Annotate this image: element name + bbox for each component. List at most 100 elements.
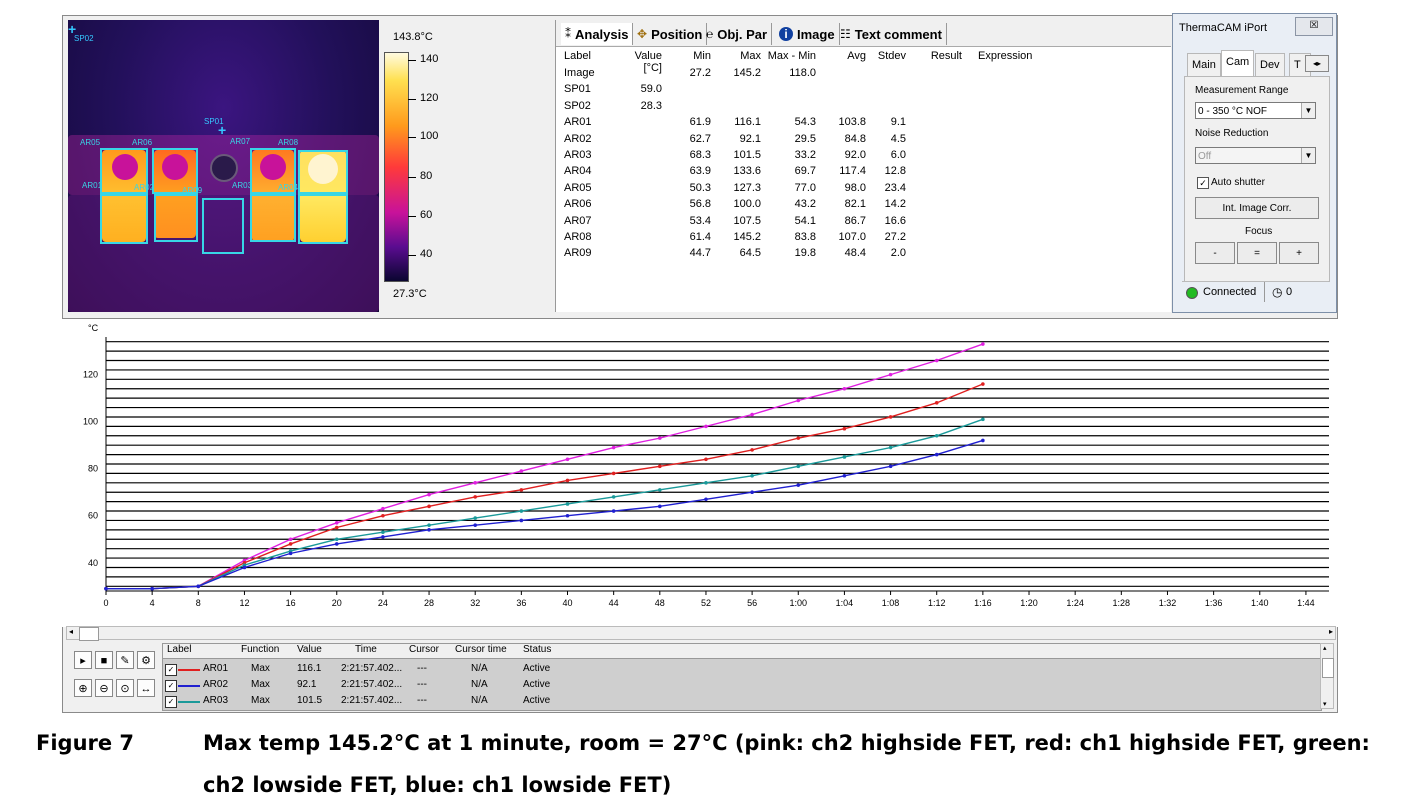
table-row[interactable]: ✓ AR02 Max 92.1 2:21:57.402... --- N/A Active [163,679,1321,695]
settings-icon[interactable]: ⚙ [137,651,155,669]
x-tick-label: 1:04 [836,598,854,608]
column-header[interactable]: Label [564,50,591,62]
column-header[interactable]: Time [355,644,377,655]
status-bar: Connected ◷ 0 [1182,281,1328,304]
column-header[interactable]: Cursor time [455,644,507,655]
column-header[interactable]: Value [297,644,322,655]
play-icon[interactable]: ▸ [74,651,92,669]
table-cell: 86.7 [844,214,866,227]
scale-tick-label: 40 [420,248,433,260]
tab-cam[interactable]: Cam [1221,50,1255,76]
scale-tick-label: 140 [420,53,439,65]
table-row[interactable]: AR03 68.3 101.5 33.2 92.0 6.0 [556,149,1171,165]
ar-box[interactable] [154,194,198,242]
column-header[interactable]: Value [°C] [634,50,662,74]
table-cell: AR05 [564,181,592,194]
focus-auto-button[interactable]: = [1237,242,1277,264]
color-scale-bar [384,52,409,282]
tab-analysis[interactable]: ⁑ Analysis [561,23,634,45]
tab-dev[interactable]: Dev [1255,53,1285,76]
horizontal-scrollbar[interactable]: ◂ ▸ [66,626,1336,641]
column-header[interactable]: Cursor [409,644,440,655]
ar-box[interactable] [298,194,348,244]
scroll-down-icon[interactable]: ▾ [1323,701,1327,708]
table-cell: Active [523,663,551,674]
table-cell: 48.4 [844,247,866,260]
tab-obj-par[interactable]: ℮ Obj. Par [702,23,773,45]
ar-box[interactable] [202,198,244,254]
table-cell: 107.5 [733,214,761,227]
table-row[interactable]: AR02 62.7 92.1 29.5 84.8 4.5 [556,133,1171,149]
close-button[interactable]: ☒ [1295,17,1333,36]
table-row[interactable]: AR01 61.9 116.1 54.3 103.8 9.1 [556,116,1171,132]
column-header[interactable]: Expression [978,50,1033,62]
table-row[interactable]: SP01 59.0 [556,83,1171,99]
table-row[interactable]: AR07 53.4 107.5 54.1 86.7 16.6 [556,215,1171,231]
measurement-range-select[interactable]: 0 - 350 °C NOF ▼ [1195,102,1316,119]
table-row[interactable]: Image 27.2 145.2 118.0 [556,67,1171,83]
zoom-in-icon[interactable]: ⊕ [74,679,92,697]
table-row[interactable]: AR05 50.3 127.3 77.0 98.0 23.4 [556,182,1171,198]
column-header[interactable]: Label [167,644,192,655]
scroll-thumb[interactable] [1322,658,1334,678]
temperature-chart[interactable]: °C 40 60 80 100 120 0 4 8 12 16 20 24 28 32 36 40 44 48 52 5… [62,318,1338,627]
thermal-image[interactable]: + SP02 + SP01 AR05 AR06 AR07 AR08 AR01 A… [68,20,379,312]
area-label: AR09 [182,186,203,195]
focus-minus-button[interactable]: - [1195,242,1235,264]
tab-main[interactable]: Main [1187,53,1221,76]
scroll-up-icon[interactable]: ▴ [1323,645,1327,652]
ar-box[interactable] [250,148,296,194]
table-row[interactable]: AR09 44.7 64.5 19.8 48.4 2.0 [556,247,1171,263]
zoom-out-icon[interactable]: ⊖ [95,679,113,697]
vertical-scrollbar[interactable]: ▴ ▾ [1320,643,1334,709]
column-header[interactable]: Max [740,50,761,62]
table-cell: AR08 [564,231,592,243]
table-row[interactable]: ✓ AR03 Max 101.5 2:21:57.402... --- N/A Active [163,695,1321,711]
series-checkbox[interactable]: ✓ [165,680,177,692]
series-point [934,358,939,363]
table-row[interactable]: SP02 28.3 [556,100,1171,116]
auto-shutter-checkbox[interactable]: ✓ [1197,177,1209,189]
ar-box[interactable] [100,194,148,244]
ar-box[interactable] [298,150,348,194]
tab-scroll-arrows[interactable]: ◂▸ [1305,55,1329,72]
noise-reduction-select[interactable]: Off ▼ [1195,147,1316,164]
clear-icon[interactable]: ✎ [116,651,134,669]
column-header[interactable]: Min [693,50,711,62]
tab-image[interactable]: i Image [775,23,840,45]
table-row[interactable]: AR08 61.4 145.2 83.8 107.0 27.2 [556,231,1171,247]
table-cell: 145.2 [733,231,761,243]
stop-icon[interactable]: ■ [95,651,113,669]
focus-plus-button[interactable]: + [1279,242,1319,264]
series-checkbox[interactable]: ✓ [165,664,177,676]
zoom-icon[interactable]: ⊙ [116,679,134,697]
x-tick-label: 1:44 [1297,598,1315,608]
ar-box[interactable] [100,148,148,194]
fit-width-icon[interactable]: ↔ [137,679,155,697]
x-tick-label: 28 [424,598,434,608]
column-header[interactable]: Status [523,644,552,655]
int-image-corr-button[interactable]: Int. Image Corr. [1195,197,1319,219]
table-cell: 101.5 [297,695,323,706]
column-header[interactable]: Result [930,50,962,62]
scroll-thumb[interactable] [79,627,99,641]
scale-tick [408,177,416,178]
tab-text-comment[interactable]: ☷ Text comment [836,23,947,45]
table-row[interactable]: AR04 63.9 133.6 69.7 117.4 12.8 [556,165,1171,181]
scroll-right-icon[interactable]: ▸ [1328,627,1333,636]
tab-position[interactable]: ✥ Position [633,23,708,45]
button-label: + [1296,248,1302,259]
column-header[interactable]: Max - Min [767,50,816,62]
series-point [611,445,616,450]
x-tick-label: 24 [378,598,388,608]
series-checkbox[interactable]: ✓ [165,696,177,708]
column-header[interactable]: Avg [847,50,866,62]
ar-box[interactable] [250,194,296,242]
scroll-left-icon[interactable]: ◂ [69,627,74,636]
table-row[interactable]: AR06 56.8 100.0 43.2 82.1 14.2 [556,198,1171,214]
ar-box[interactable] [152,148,198,194]
column-header[interactable]: Stdev [877,50,906,62]
table-row[interactable]: ✓ AR01 Max 116.1 2:21:57.402... --- N/A Active [163,663,1321,679]
column-header[interactable]: Function [241,644,280,655]
table-cell: 2:21:57.402... [341,663,403,674]
